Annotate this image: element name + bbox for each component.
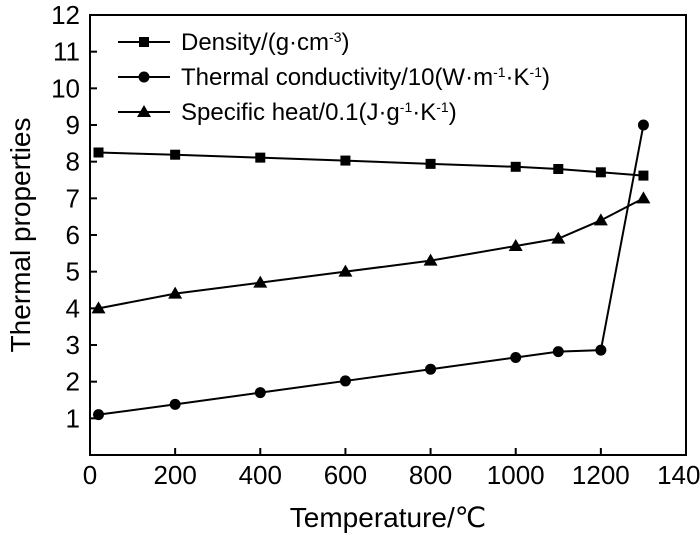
- y-tick-label: 7: [66, 183, 80, 213]
- series-square: [93, 147, 649, 181]
- series-triangle: [91, 191, 651, 314]
- data-point: [255, 152, 266, 163]
- legend-item: Specific heat/0.1(J·g-1·K-1): [118, 99, 457, 126]
- y-tick-label: 3: [66, 330, 80, 360]
- data-point: [254, 387, 266, 399]
- x-axis-title: Temperature/℃: [290, 502, 486, 533]
- y-tick-label: 4: [66, 293, 80, 323]
- x-tick-label: 400: [239, 460, 282, 490]
- y-tick-label: 8: [66, 147, 80, 177]
- data-point: [423, 253, 438, 266]
- data-point: [510, 161, 521, 172]
- data-point: [425, 363, 437, 375]
- data-point: [636, 191, 651, 204]
- legend-label: Specific heat/0.1(J·g-1·K-1): [181, 99, 457, 126]
- legend-marker: [137, 105, 151, 117]
- x-tick-label: 1200: [572, 460, 630, 490]
- data-point: [510, 351, 522, 363]
- x-axis: 0 200 400 600 800 1000 1200 1400: [83, 448, 700, 490]
- y-tick-label: 5: [66, 257, 80, 287]
- legend-marker: [138, 71, 150, 83]
- x-tick-label: 200: [153, 460, 196, 490]
- series-circle: [93, 119, 649, 421]
- legend-item: Thermal conductivity/10(W·m-1·K-1): [118, 64, 550, 91]
- data-point: [638, 170, 649, 181]
- data-point: [425, 158, 436, 169]
- y-tick-label: 12: [51, 0, 80, 30]
- data-point: [553, 164, 564, 174]
- y-tick-label: 2: [66, 367, 80, 397]
- y-tick-label: 9: [66, 110, 80, 140]
- data-point: [338, 264, 353, 277]
- x-tick-label: 800: [409, 460, 452, 490]
- data-point: [93, 409, 105, 421]
- data-point: [170, 149, 181, 160]
- y-tick-label: 11: [53, 37, 80, 67]
- series-line: [98, 197, 644, 310]
- data-point: [253, 275, 268, 288]
- data-point: [595, 344, 607, 356]
- data-point: [91, 301, 106, 314]
- y-tick-label: 6: [66, 220, 80, 250]
- data-point: [508, 239, 523, 251]
- data-point: [339, 375, 351, 387]
- y-tick-label: 10: [51, 73, 80, 103]
- y-axis-title: Thermal properties: [5, 118, 36, 353]
- data-point: [169, 398, 181, 410]
- data-point: [637, 119, 649, 131]
- y-tick-label: 1: [66, 403, 80, 433]
- data-point: [93, 147, 104, 158]
- series-layer: [91, 119, 651, 421]
- legend-label: Thermal conductivity/10(W·m-1·K-1): [181, 64, 550, 91]
- data-point: [595, 167, 606, 178]
- x-tick-label: 1000: [487, 460, 545, 490]
- x-tick-label: 600: [324, 460, 367, 490]
- data-point: [340, 155, 351, 166]
- data-point: [593, 213, 608, 226]
- legend-marker: [139, 37, 149, 47]
- x-tick-label: 1400: [657, 460, 700, 490]
- legend-label: Density/(g·cm-3): [181, 29, 349, 56]
- legend-item: Density/(g·cm-3): [118, 29, 349, 56]
- data-point: [168, 286, 183, 299]
- legend: Density/(g·cm-3) Thermal conductivity/10(…: [118, 29, 550, 126]
- data-point: [552, 346, 564, 358]
- x-tick-label: 0: [83, 460, 97, 490]
- data-point: [551, 231, 566, 244]
